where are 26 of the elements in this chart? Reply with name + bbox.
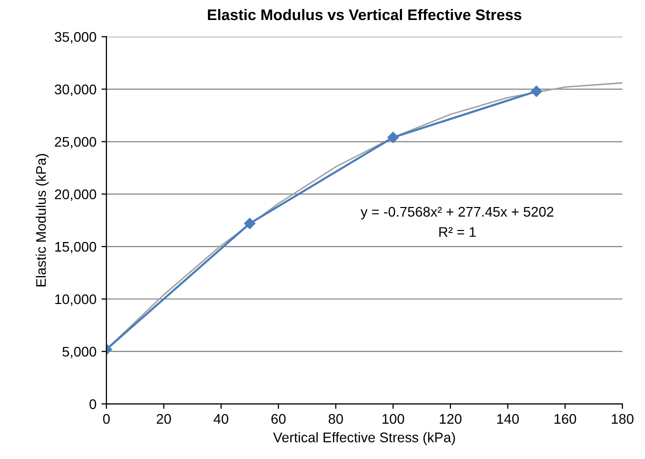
y-tick-label: 20,000 — [54, 189, 96, 201]
x-tick-label: 180 — [612, 414, 634, 424]
x-tick-label: 120 — [440, 414, 462, 424]
x-tick-label: 20 — [156, 414, 171, 424]
y-tick-label: 30,000 — [54, 84, 96, 96]
x-tick-label: 0 — [103, 414, 110, 424]
x-tick-label: 80 — [328, 414, 343, 424]
y-tick-label: 25,000 — [54, 136, 96, 148]
x-tick-label: 40 — [214, 414, 228, 424]
x-tick-label: 140 — [497, 414, 519, 424]
x-tick-label: 60 — [271, 414, 286, 424]
y-tick-label: 10,000 — [55, 294, 96, 306]
y-axis-title: Elastic Modulus (kPa) — [36, 154, 49, 286]
y-tick-label: 5,000 — [62, 346, 96, 358]
annotation: R² = 1 — [439, 227, 476, 237]
chart-title: Elastic Modulus vs Vertical Effective Stress — [208, 8, 522, 20]
y-tick-label: 35,000 — [54, 32, 96, 44]
point — [530, 86, 542, 97]
x-axis-title: Vertical Effective Stress (kPa) — [273, 432, 455, 446]
point — [387, 132, 399, 144]
y-tick-label: 0 — [90, 399, 96, 410]
y-tick-label: 15,000 — [55, 242, 96, 254]
x-tick-label: 160 — [554, 414, 576, 424]
annotation: y = -0.7568x² + 277.45x + 5202 — [360, 206, 554, 220]
point — [244, 218, 256, 230]
x-tick-label: 100 — [382, 414, 404, 424]
